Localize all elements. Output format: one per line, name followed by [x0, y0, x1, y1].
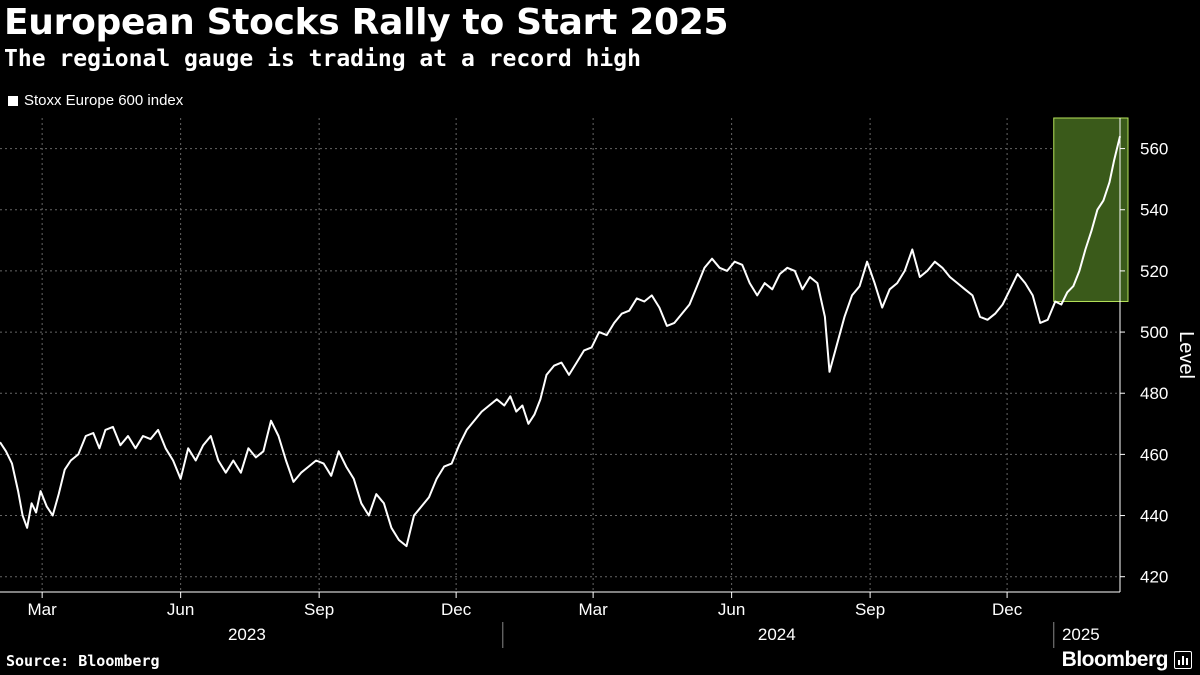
chart-subtitle: The regional gauge is trading at a recor…: [4, 46, 641, 72]
x-tick-label: Dec: [992, 600, 1023, 619]
y-tick-label: 460: [1140, 445, 1168, 464]
legend-label: Stoxx Europe 600 index: [24, 92, 184, 109]
x-tick-label: Jun: [167, 600, 194, 619]
y-tick-label: 560: [1140, 140, 1168, 159]
x-year-label: 2024: [758, 625, 796, 644]
highlight-region: [1053, 117, 1129, 302]
x-tick-label: Sep: [304, 600, 334, 619]
y-tick-label: 440: [1140, 507, 1168, 526]
brand-name: Bloomberg: [1061, 648, 1169, 671]
y-tick-label: 540: [1140, 201, 1168, 220]
x-tick-label: Sep: [855, 600, 885, 619]
x-tick-label: Mar: [578, 600, 608, 619]
series-layer: [0, 136, 1121, 548]
brand-logo: Bloomberg: [1062, 648, 1192, 672]
y-tick-label: 420: [1140, 568, 1168, 587]
source-note: Source: Bloomberg: [6, 652, 160, 670]
x-tick-label: Dec: [441, 600, 472, 619]
legend: Stoxx Europe 600 index: [8, 92, 183, 109]
y-tick-label: 500: [1140, 323, 1168, 342]
x-tick-label: Jun: [718, 600, 745, 619]
x-tick-label: Mar: [28, 600, 58, 619]
chart-bars-icon: [1174, 651, 1192, 669]
highlight-box: [1053, 117, 1129, 302]
y-tick-label: 480: [1140, 384, 1168, 403]
grid-lines: [0, 118, 1120, 592]
y-tick-label: 520: [1140, 262, 1168, 281]
series-line: [0, 136, 1121, 548]
chart-title: European Stocks Rally to Start 2025: [4, 2, 729, 43]
y-axis-label: Level: [1175, 331, 1197, 379]
legend-swatch: [8, 95, 18, 106]
axes: [0, 118, 1125, 648]
x-year-label: 2023: [228, 625, 266, 644]
x-year-label: 2025: [1062, 625, 1100, 644]
axis-labels: 420 440 460 480 500 520 540 560 Mar Jun Sep Dec Mar J…: [28, 140, 1197, 644]
